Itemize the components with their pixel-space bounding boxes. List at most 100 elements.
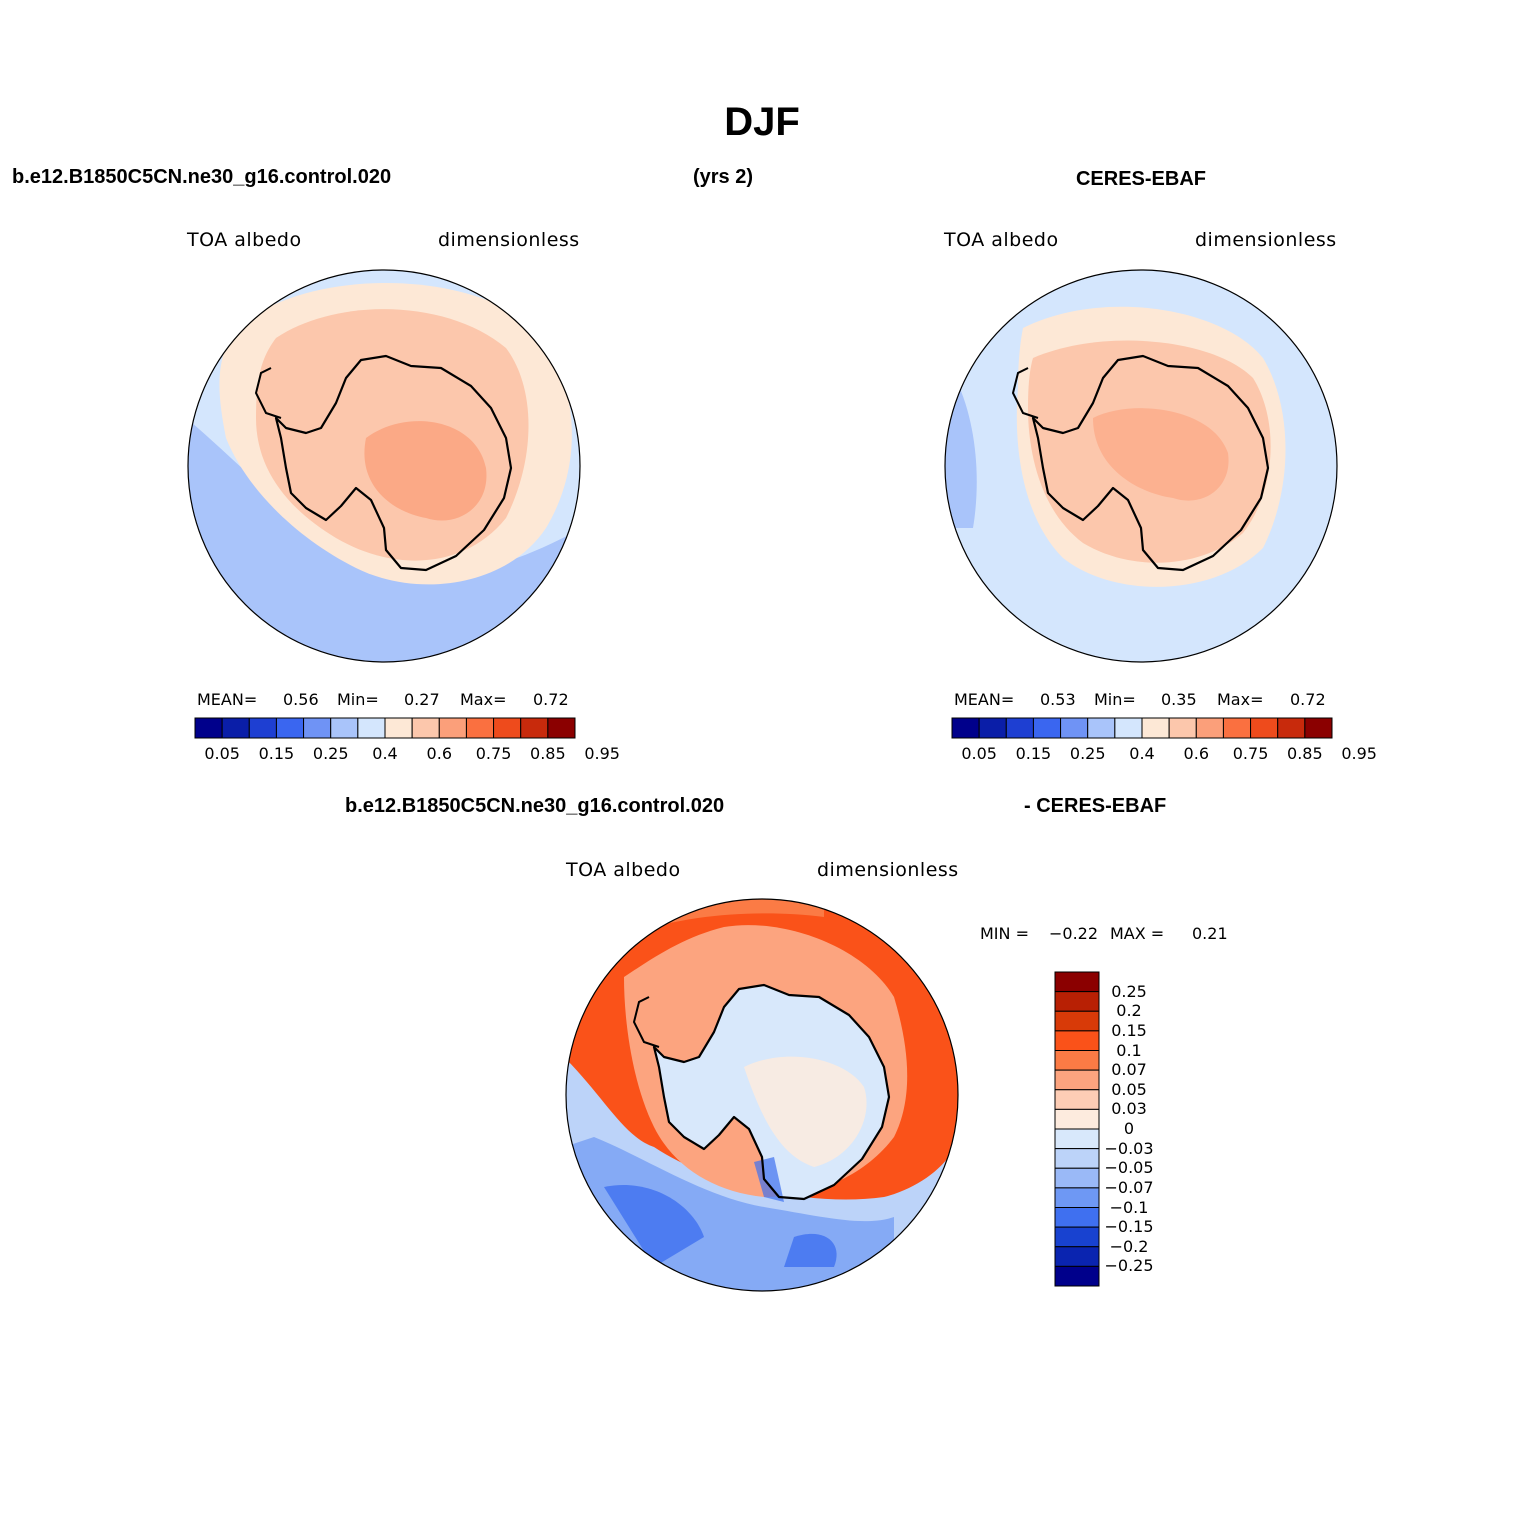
colorbar-tick-label: 0.85 [530, 744, 566, 763]
colorbar-swatch [1087, 717, 1116, 739]
diff-min-value: −0.22 [1049, 924, 1099, 943]
colorbar-tick-label: 0.1 [1116, 1040, 1142, 1060]
colorbar-tick-label: 0.95 [1341, 744, 1377, 763]
colorbar-swatch [1060, 717, 1089, 739]
obs-colorbar [951, 717, 1333, 739]
colorbar-tick-label: −0.15 [1104, 1217, 1154, 1237]
colorbar-tick-label: 0.25 [1069, 744, 1106, 763]
page-title: DJF [724, 100, 800, 144]
colorbar-swatch [1054, 1148, 1100, 1169]
colorbar-swatch [1054, 1069, 1100, 1091]
colorbar-swatch [1054, 1089, 1100, 1110]
diff-colorbar [1054, 971, 1100, 1287]
colorbar-swatch [1054, 1128, 1100, 1150]
model-min-label: Min= [337, 690, 379, 709]
obs-mean-label: MEAN= [954, 690, 1015, 709]
obs-min-label: Min= [1094, 690, 1136, 709]
colorbar-swatch [248, 717, 277, 739]
model-colorbar-labels: 0.05 0.15 0.25 0.4 0.6 0.75 0.85 0.95 [194, 744, 620, 764]
colorbar-swatch [411, 717, 440, 739]
colorbar-tick-label: 0.4 [1129, 744, 1155, 763]
obs-mean-value: 0.53 [1040, 690, 1076, 709]
model-polar-map [187, 269, 581, 663]
colorbar-swatch [438, 717, 467, 739]
model-mean-value: 0.56 [283, 690, 319, 709]
colorbar-tick-label: 0.15 [258, 744, 295, 763]
model-max-label: Max= [460, 690, 507, 709]
colorbar-swatch [1054, 1265, 1100, 1287]
obs-min-value: 0.35 [1161, 690, 1197, 709]
colorbar-tick-label: 0.4 [372, 744, 398, 763]
colorbar-swatch [1054, 1207, 1100, 1228]
colorbar-swatch [951, 717, 980, 739]
antarctica-coastline [1031, 354, 1270, 572]
colorbar-tick-label: −0.03 [1104, 1138, 1154, 1158]
diff-min-label: MIN = [980, 924, 1029, 943]
colorbar-swatch [1250, 717, 1279, 739]
model-colorbar [194, 717, 576, 739]
obs-units-label: dimensionless [1195, 229, 1337, 251]
diff-obs-header: - CERES-EBAF [1024, 795, 1167, 817]
diff-max-label: MAX = [1110, 924, 1165, 943]
model-units-label: dimensionless [438, 229, 580, 251]
colorbar-swatch [1054, 1050, 1100, 1071]
colorbar-swatch [1054, 1226, 1100, 1248]
colorbar-swatch [1054, 1108, 1100, 1130]
colorbar-tick-label: 0.2 [1116, 1001, 1142, 1021]
colorbar-swatch [1054, 1187, 1100, 1208]
case-name-header: b.e12.B1850C5CN.ne30_g16.control.020 [12, 166, 392, 188]
model-variable-label: TOA albedo [187, 229, 302, 251]
obs-name-header: CERES-EBAF [1075, 168, 1207, 190]
colorbar-swatch [1054, 1030, 1100, 1051]
colorbar-tick-label: 0.03 [1111, 1099, 1147, 1119]
colorbar-swatch [303, 717, 332, 739]
colorbar-swatch [1054, 971, 1100, 993]
colorbar-swatch [1195, 717, 1224, 739]
colorbar-swatch [465, 717, 495, 739]
colorbar-swatch [1054, 1010, 1100, 1032]
colorbar-swatch [384, 717, 413, 739]
colorbar-swatch [1032, 717, 1062, 739]
colorbar-tick-label: 0.05 [961, 744, 997, 763]
colorbar-swatch [547, 717, 576, 739]
model-min-value: 0.27 [404, 690, 440, 709]
colorbar-tick-label: −0.1 [1109, 1197, 1149, 1217]
colorbar-tick-label: 0.05 [1111, 1079, 1147, 1099]
colorbar-tick-label: −0.07 [1104, 1177, 1154, 1197]
colorbar-swatch [1114, 717, 1143, 739]
colorbar-swatch [221, 717, 250, 739]
colorbar-tick-label: 0.6 [426, 744, 453, 763]
diff-colorbar-labels: 0.25 0.2 0.15 0.1 0.07 0.05 0.03 0 −0.03 −0.05 −0.… [1104, 971, 1184, 1289]
colorbar-tick-label: 0.15 [1111, 1020, 1147, 1040]
diff-polar-map [565, 898, 959, 1292]
antarctica-coastline [274, 354, 513, 572]
colorbar-swatch [1141, 717, 1170, 739]
colorbar-swatch [1277, 717, 1306, 739]
colorbar-tick-label: −0.25 [1104, 1256, 1154, 1276]
model-mean-label: MEAN= [197, 690, 258, 709]
colorbar-swatch [275, 717, 305, 739]
colorbar-swatch [1304, 717, 1333, 739]
diff-max-value: 0.21 [1192, 924, 1228, 943]
colorbar-tick-label: 0.75 [475, 744, 512, 763]
colorbar-tick-label: 0 [1123, 1119, 1135, 1138]
colorbar-swatch [1168, 717, 1197, 739]
colorbar-swatch [357, 717, 386, 739]
antarctica-coastline [652, 983, 891, 1201]
obs-colorbar-labels: 0.05 0.15 0.25 0.4 0.6 0.75 0.85 0.95 [951, 744, 1377, 764]
colorbar-swatch [1054, 1246, 1100, 1267]
colorbar-swatch [1005, 717, 1034, 739]
colorbar-tick-label: 0.15 [1015, 744, 1052, 763]
colorbar-swatch [1054, 991, 1100, 1012]
colorbar-tick-label: 0.07 [1111, 1060, 1147, 1080]
diff-variable-label: TOA albedo [566, 859, 681, 881]
colorbar-tick-label: 0.85 [1287, 744, 1323, 763]
colorbar-tick-label: 0.25 [1111, 981, 1147, 1001]
obs-max-value: 0.72 [1290, 690, 1326, 709]
colorbar-tick-label: 0.95 [584, 744, 620, 763]
colorbar-swatch [194, 717, 223, 739]
obs-variable-label: TOA albedo [944, 229, 1059, 251]
obs-max-label: Max= [1217, 690, 1264, 709]
model-max-value: 0.72 [533, 690, 569, 709]
colorbar-swatch [330, 717, 359, 739]
